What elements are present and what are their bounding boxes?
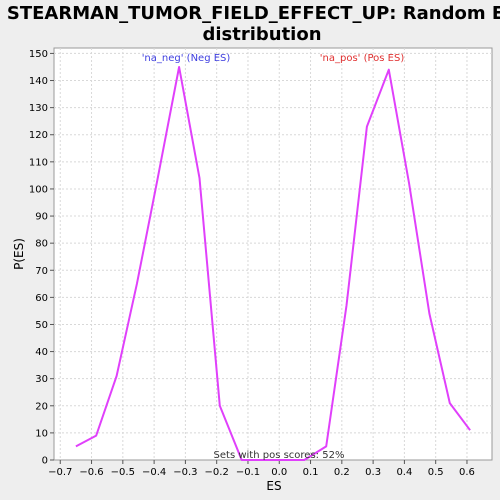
x-axis-label: ES: [266, 479, 281, 493]
x-tick-label: −0.2: [205, 467, 229, 478]
x-tick-label: −0.7: [48, 467, 72, 478]
y-tick-label: 40: [35, 347, 48, 358]
y-tick-label: 150: [29, 49, 48, 60]
x-tick-label: 0.5: [428, 467, 444, 478]
x-tick-label: 0.0: [271, 467, 287, 478]
x-tick-label: −0.3: [173, 467, 197, 478]
x-tick-label: −0.6: [79, 467, 103, 478]
y-tick-label: 70: [35, 266, 48, 277]
y-tick-label: 20: [35, 401, 48, 412]
y-tick-label: 50: [35, 320, 48, 331]
y-tick-label: 140: [29, 76, 48, 87]
y-tick-label: 80: [35, 239, 48, 250]
y-tick-label: 90: [35, 212, 48, 223]
x-tick-label: 0.2: [334, 467, 350, 478]
legend-pos-label: 'na_pos' (Pos ES): [320, 53, 405, 64]
x-tick-label: 0.1: [303, 467, 319, 478]
y-tick-label: 60: [35, 293, 48, 304]
x-tick-label: 0.3: [365, 467, 381, 478]
chart-title-line1: STEARMAN_TUMOR_FIELD_EFFECT_UP: Random E…: [7, 3, 500, 24]
y-tick-label: 120: [29, 130, 48, 141]
es-distribution-line: [75, 66, 471, 461]
y-tick-label: 0: [42, 456, 48, 467]
plot-area: [53, 47, 493, 461]
axes: 0 10 20 30 40 50 60 70 80 90 100 110 120 130 140 150 −0.…: [29, 49, 475, 478]
x-tick-label: 0.6: [459, 467, 475, 478]
x-tick-label: −0.4: [142, 467, 166, 478]
x-tick-label: 0.4: [396, 467, 412, 478]
x-tick-label: −0.5: [111, 467, 135, 478]
y-tick-label: 10: [35, 428, 48, 439]
chart-title-line2: distribution: [202, 24, 321, 45]
x-tick-label: −0.1: [236, 467, 260, 478]
pos-scores-annotation: Sets with pos scores: 52%: [214, 450, 345, 461]
legend-neg-label: 'na_neg' (Neg ES): [142, 53, 231, 64]
y-tick-label: 130: [29, 103, 48, 114]
y-tick-label: 100: [29, 184, 48, 195]
y-axis-label: P(ES): [12, 238, 26, 270]
y-tick-label: 30: [35, 374, 48, 385]
y-tick-label: 110: [29, 157, 48, 168]
